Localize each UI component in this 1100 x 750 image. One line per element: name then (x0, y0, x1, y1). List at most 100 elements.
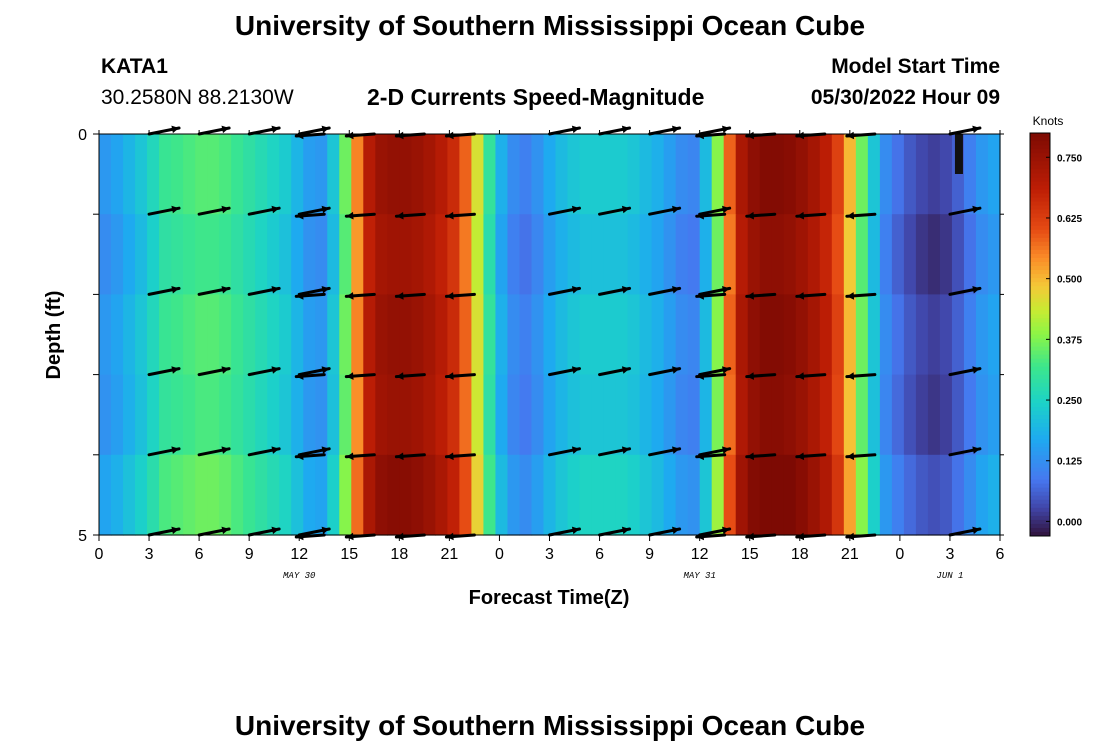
vector-head (672, 446, 680, 454)
heatmap-cell (615, 134, 629, 215)
heatmap-cell (255, 134, 268, 215)
heatmap-cell (399, 454, 412, 536)
colorbar-tick-label: 0.625 (1057, 214, 1082, 225)
current-vector-arrow (948, 366, 982, 377)
current-vector-arrow (247, 125, 281, 136)
colorbar-swatch (1030, 278, 1050, 283)
vector-head (746, 452, 754, 461)
heatmap-cell (243, 294, 256, 376)
heatmap-cell (99, 294, 112, 376)
heatmap-cell (291, 214, 304, 295)
colorbar-swatch (1030, 253, 1050, 259)
heatmap-cell (459, 214, 473, 295)
heatmap-cell (867, 214, 881, 295)
current-vector-arrow (197, 366, 231, 377)
vector-head (621, 125, 630, 134)
vector-head (722, 366, 730, 374)
vector-head (672, 125, 680, 134)
current-vector-arrow (695, 211, 727, 220)
station-coords: 30.2580N 88.2130W (101, 86, 294, 109)
colorbar-swatch (1030, 286, 1050, 291)
heatmap-cell (315, 294, 328, 376)
vector-head (722, 526, 730, 535)
colorbar-swatch (1030, 213, 1050, 219)
heatmap-cell (375, 214, 388, 295)
heatmap-cell (219, 214, 232, 295)
colorbar-swatch (1030, 479, 1050, 485)
colorbar-swatch (1030, 209, 1050, 215)
heatmap-cell (111, 374, 124, 456)
heatmap-cell (771, 454, 785, 536)
heatmap-cell (867, 374, 881, 456)
current-vector-arrow (795, 372, 827, 380)
current-vector-arrow (297, 366, 331, 377)
heatmap-cell (723, 374, 737, 456)
current-vector-arrow (598, 446, 632, 457)
vector-head (321, 366, 330, 374)
current-vector-arrow (698, 125, 732, 136)
heatmap-cell (879, 214, 893, 295)
heatmap-cell (795, 134, 809, 215)
heatmap-cell (135, 214, 148, 295)
heatmap-cell (843, 294, 857, 376)
heatmap-cell (99, 214, 112, 295)
colorbar-swatch (1030, 483, 1050, 489)
heatmap-cell (723, 454, 737, 536)
vector-head (221, 286, 230, 294)
x-tick-label: 3 (545, 546, 554, 563)
colorbar-swatch (1030, 294, 1050, 299)
model-start-label: Model Start Time (831, 55, 1000, 78)
colorbar-swatch (1030, 282, 1050, 287)
heatmap-cell (123, 374, 136, 456)
vector-head (346, 452, 354, 461)
heatmap-cell (627, 374, 641, 456)
colorbar-swatch (1030, 495, 1050, 501)
heatmap-cell (735, 294, 749, 376)
current-vector-arrow (247, 205, 281, 216)
heatmap-cell (579, 294, 593, 376)
heatmap-cell (927, 374, 941, 456)
heatmap-cell (879, 294, 893, 376)
y-tick-label: 0 (78, 127, 87, 144)
heatmap-cell (975, 134, 989, 215)
heatmap-cell (915, 294, 929, 376)
heatmap-cell (843, 134, 857, 215)
colorbar-swatch (1030, 354, 1050, 360)
heatmap-cell (555, 214, 569, 295)
heatmap-cell (507, 374, 521, 456)
heatmap-cell (291, 294, 304, 376)
heatmap-cell (123, 134, 136, 215)
current-vector-arrow (344, 372, 376, 380)
x-tick-label: 21 (841, 546, 859, 563)
heatmap-cell (351, 374, 364, 456)
heatmap-cell (819, 134, 833, 215)
heatmap-cell (303, 134, 316, 215)
colorbar-swatch (1030, 499, 1050, 505)
heatmap-cell (771, 134, 785, 215)
heatmap-cell (675, 134, 689, 215)
heatmap-cell (651, 294, 665, 376)
colorbar-swatch (1030, 415, 1050, 420)
colorbar-swatch (1030, 302, 1050, 307)
heatmap-cell (735, 454, 749, 536)
heatmap-cell (567, 374, 581, 456)
heatmap-cell (267, 294, 280, 376)
heatmap-cell (723, 294, 737, 376)
current-vector-arrow (444, 372, 476, 380)
heatmap-cell (435, 214, 448, 295)
current-vector-arrow (948, 526, 982, 537)
current-vector-arrow (394, 211, 426, 220)
current-vector-arrow (294, 211, 326, 220)
vector-head (321, 205, 330, 214)
heatmap-cell (783, 134, 797, 215)
heatmap-cell (627, 294, 641, 376)
colorbar-swatch (1030, 330, 1050, 335)
current-vector-arrow (344, 292, 376, 300)
vector-head (171, 286, 180, 294)
current-vector-arrow (444, 452, 476, 461)
heatmap-cell (279, 454, 292, 536)
vector-head (972, 286, 980, 294)
heatmap-cell (147, 134, 160, 215)
colorbar-swatch (1030, 149, 1050, 154)
colorbar-swatch (1030, 193, 1050, 198)
